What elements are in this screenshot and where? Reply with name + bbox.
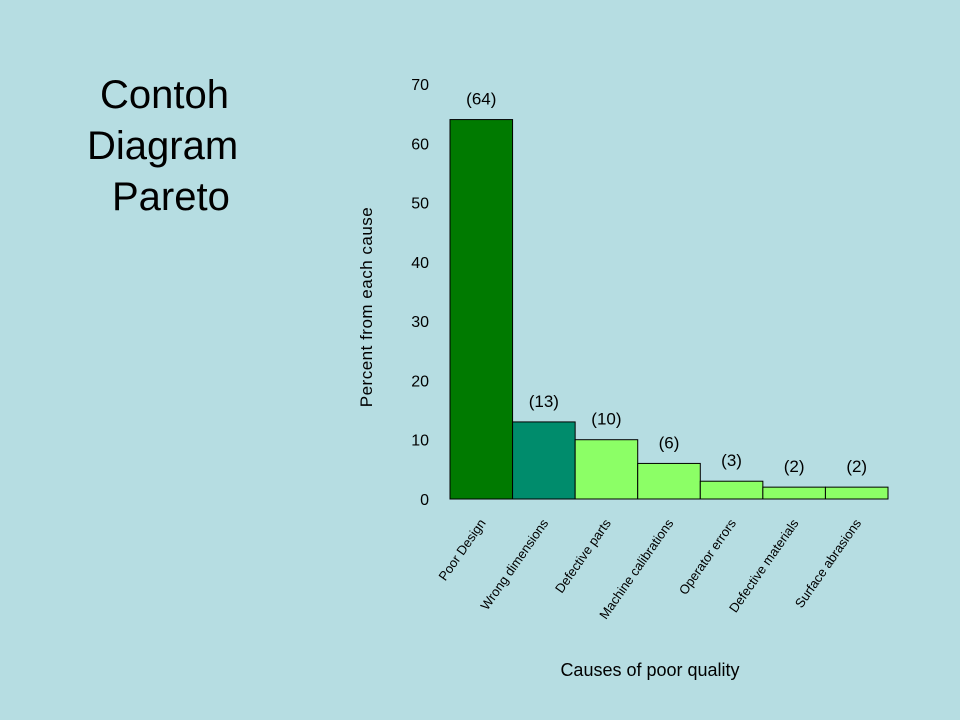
bar (449, 119, 514, 500)
y-tick-label: 20 (411, 373, 429, 390)
y-axis-ticks: 0 10 20 30 40 50 60 70 (411, 77, 429, 509)
title-line-1: Contoh (100, 73, 229, 117)
data-labels: (64) (13) (10) (6) (3) (2) (2) (466, 90, 867, 477)
y-tick-label: 0 (420, 492, 429, 509)
x-axis-label: Causes of poor quality (560, 660, 739, 680)
y-tick-label: 70 (411, 77, 429, 94)
x-tick-label: Defective parts (552, 516, 614, 596)
bar (699, 480, 764, 500)
title-line-2: Diagram (87, 124, 239, 168)
title-line-3: Pareto (112, 175, 230, 219)
bar (574, 439, 639, 500)
bar (512, 421, 576, 500)
bar (637, 462, 701, 500)
bar (824, 486, 889, 500)
x-tick-label: Wrong dimensions (477, 516, 551, 613)
data-label: (3) (721, 451, 742, 470)
y-tick-label: 30 (411, 314, 429, 331)
y-tick-label: 50 (411, 196, 429, 213)
x-tick-label: Operator errors (676, 516, 740, 598)
data-label: (2) (846, 457, 867, 476)
bars (449, 119, 889, 500)
y-tick-label: 60 (411, 136, 429, 153)
data-label: (64) (466, 90, 496, 109)
y-tick-label: 40 (411, 255, 429, 272)
data-label: (13) (529, 392, 559, 411)
x-tick-label: Defective materials (726, 516, 802, 616)
data-label: (6) (659, 433, 680, 452)
x-tick-label: Poor Design (435, 516, 488, 583)
x-tick-label: Surface abrasions (792, 516, 865, 611)
y-axis-label: Percent from each cause (357, 207, 376, 407)
y-tick-label: 10 (411, 433, 429, 450)
data-label: (10) (591, 410, 621, 429)
data-label: (2) (784, 457, 805, 476)
bar (762, 486, 826, 500)
